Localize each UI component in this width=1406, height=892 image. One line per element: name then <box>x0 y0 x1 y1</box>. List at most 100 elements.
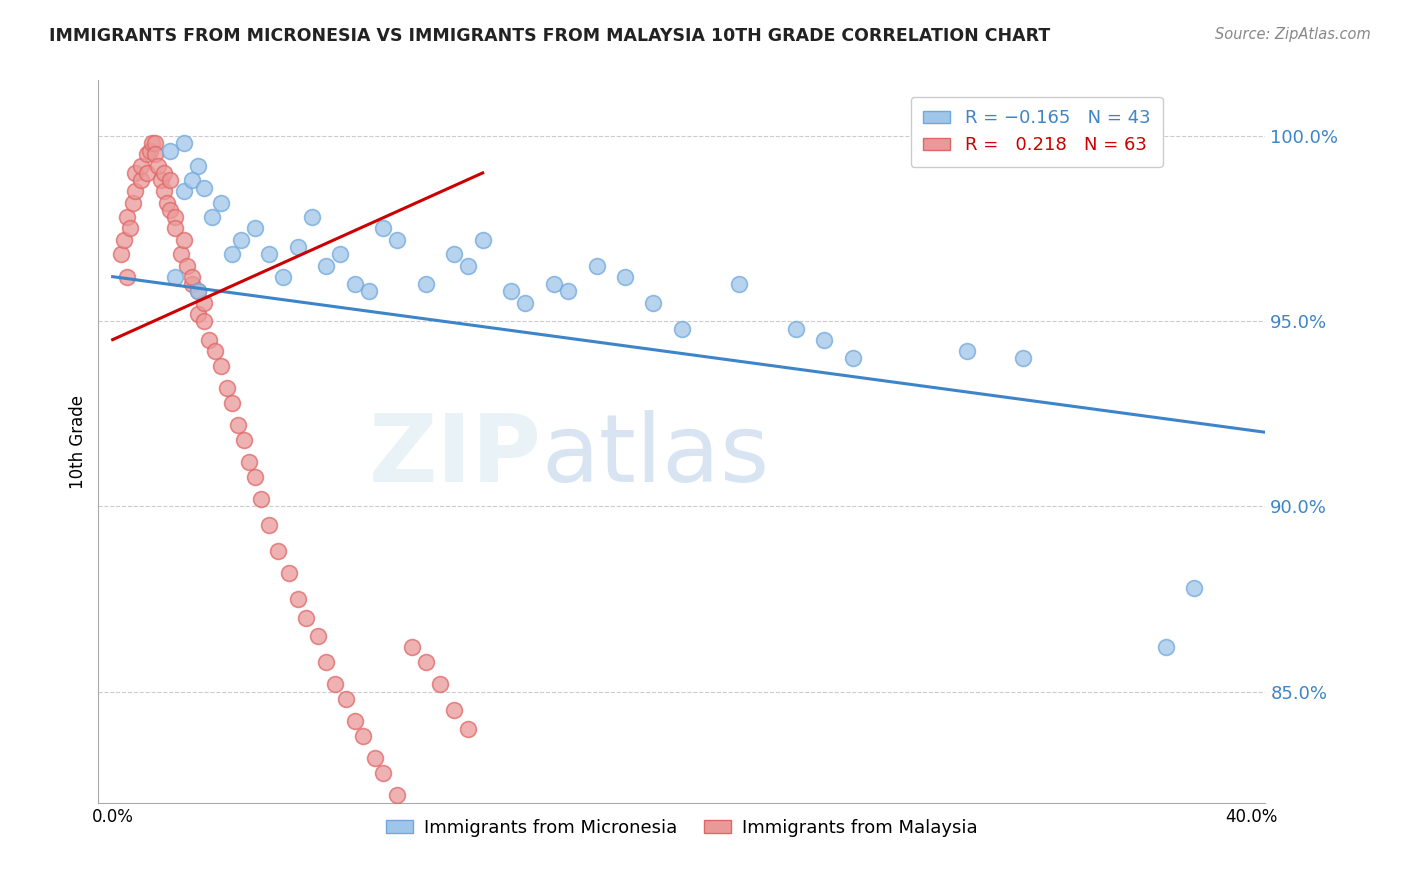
Point <box>229 233 252 247</box>
Point <box>243 469 266 483</box>
Point <box>209 359 232 373</box>
Point <box>813 333 835 347</box>
Point <box>159 173 181 187</box>
Point <box>315 259 337 273</box>
Point <box>165 269 187 284</box>
Point <box>135 166 157 180</box>
Point <box>159 202 181 217</box>
Point <box>387 789 409 803</box>
Point <box>1154 640 1177 655</box>
Point <box>643 295 665 310</box>
Point <box>221 395 243 409</box>
Point <box>257 247 280 261</box>
Point <box>287 240 309 254</box>
Point <box>141 136 163 151</box>
Point <box>170 247 193 261</box>
Point <box>785 321 807 335</box>
Point <box>156 195 179 210</box>
Point <box>176 259 198 273</box>
Point <box>543 277 565 291</box>
Text: Source: ZipAtlas.com: Source: ZipAtlas.com <box>1215 27 1371 42</box>
Point <box>585 259 607 273</box>
Point <box>165 211 187 225</box>
Point <box>226 417 249 432</box>
Point <box>357 285 380 299</box>
Point <box>273 269 295 284</box>
Point <box>138 144 160 158</box>
Point <box>329 247 352 261</box>
Point <box>278 566 301 580</box>
Point <box>295 610 318 624</box>
Point <box>387 233 409 247</box>
Point <box>135 147 157 161</box>
Point <box>287 592 309 607</box>
Point <box>614 269 637 284</box>
Point <box>363 751 385 765</box>
Point <box>124 166 146 180</box>
Point <box>148 159 170 173</box>
Point <box>173 136 195 151</box>
Point <box>415 655 437 669</box>
Point <box>515 295 537 310</box>
Point <box>221 247 243 261</box>
Point <box>315 655 337 669</box>
Point <box>124 185 146 199</box>
Point <box>201 211 224 225</box>
Point <box>301 211 323 225</box>
Point <box>457 259 479 273</box>
Point <box>143 136 166 151</box>
Point <box>129 173 152 187</box>
Point <box>115 269 138 284</box>
Point <box>443 247 465 261</box>
Point <box>165 221 187 235</box>
Point <box>343 714 366 729</box>
Point <box>249 491 271 506</box>
Point <box>343 277 366 291</box>
Text: ZIP: ZIP <box>368 410 541 502</box>
Point <box>115 211 138 225</box>
Point <box>129 159 152 173</box>
Point <box>187 285 209 299</box>
Point <box>187 159 209 173</box>
Point <box>307 629 329 643</box>
Point <box>443 703 465 717</box>
Point <box>471 233 494 247</box>
Point <box>401 640 423 655</box>
Legend: Immigrants from Micronesia, Immigrants from Malaysia: Immigrants from Micronesia, Immigrants f… <box>378 812 986 845</box>
Point <box>671 321 693 335</box>
Point <box>118 221 141 235</box>
Point <box>323 677 346 691</box>
Point <box>243 221 266 235</box>
Point <box>955 343 977 358</box>
Point <box>371 766 394 780</box>
Point <box>153 185 176 199</box>
Point <box>198 333 221 347</box>
Point <box>371 221 394 235</box>
Point <box>181 277 204 291</box>
Point <box>501 285 523 299</box>
Point <box>429 677 451 691</box>
Point <box>727 277 749 291</box>
Point <box>267 544 290 558</box>
Point <box>173 185 195 199</box>
Point <box>352 729 374 743</box>
Point <box>193 295 215 310</box>
Point <box>143 147 166 161</box>
Text: atlas: atlas <box>541 410 770 502</box>
Point <box>841 351 863 366</box>
Point <box>1182 581 1205 595</box>
Point <box>415 277 437 291</box>
Point <box>150 173 173 187</box>
Point <box>215 381 238 395</box>
Point <box>187 285 209 299</box>
Point <box>181 269 204 284</box>
Point <box>193 180 215 194</box>
Point <box>193 314 215 328</box>
Point <box>335 692 357 706</box>
Point <box>457 722 479 736</box>
Point <box>181 173 204 187</box>
Point <box>110 247 132 261</box>
Point <box>121 195 143 210</box>
Point <box>238 455 260 469</box>
Point <box>1012 351 1035 366</box>
